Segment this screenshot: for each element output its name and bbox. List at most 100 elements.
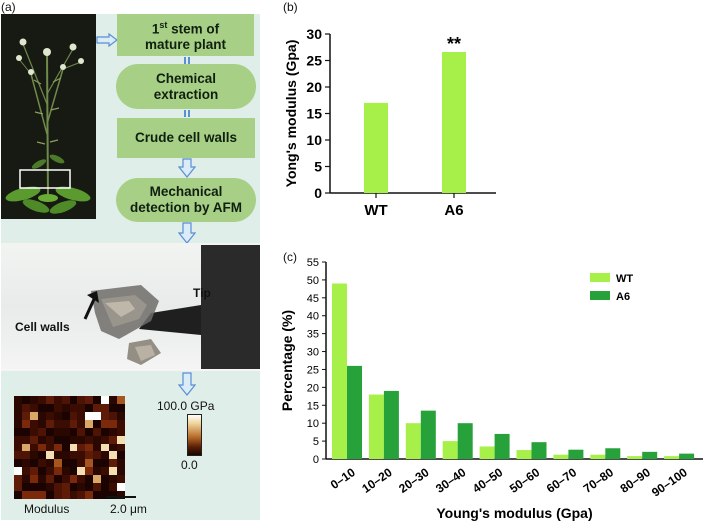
bar-a6-7 (605, 448, 621, 459)
heatmap-cell (53, 483, 63, 492)
heatmap-cell (93, 475, 102, 484)
heatmap-cell (14, 483, 23, 492)
heatmap-label: Modulus (24, 502, 70, 516)
heatmap-cell (21, 467, 31, 476)
y-tick-label: 10 (307, 418, 319, 430)
heatmap-cell (69, 459, 78, 468)
y-tick-label: 30 (306, 26, 322, 42)
x-tick-label: 20–30 (396, 465, 432, 496)
legend-label-a6: A6 (616, 291, 630, 303)
heatmap-cell (109, 435, 118, 445)
heatmap-cell (29, 427, 39, 437)
panel-b-label: (b) (283, 0, 298, 14)
heatmap-cell (77, 483, 86, 492)
heatmap-cell (61, 483, 70, 492)
heatmap-cell (117, 435, 126, 445)
heatmap-cell (101, 411, 110, 421)
heatmap-cell (61, 443, 70, 452)
heatmap-cell (101, 467, 110, 476)
heatmap-cell (101, 491, 110, 500)
heatmap-cell (77, 419, 86, 429)
y-tick-label: 50 (307, 275, 319, 287)
y-tick-label: 55 (307, 257, 319, 269)
x-tick-label: 50–60 (507, 465, 543, 496)
bar-a6-1 (383, 390, 399, 459)
heatmap-cell (117, 483, 126, 492)
heatmap-cell (45, 451, 55, 460)
bar-a6 (442, 52, 466, 193)
down-arrow-icon (178, 372, 196, 396)
heatmap-cell (37, 451, 47, 460)
heatmap-cell (93, 411, 102, 421)
afm-illustration (83, 245, 260, 369)
heatmap-cell (85, 403, 94, 413)
y-tick-label: 10 (306, 132, 322, 148)
legend-swatch-wt (590, 273, 610, 282)
heatmap-cell (101, 435, 110, 445)
heatmap-cell (117, 491, 126, 500)
heatmap-cell (69, 491, 78, 500)
y-tick-label: 30 (307, 347, 319, 359)
heatmap-cell (21, 483, 31, 492)
modulus-colorbar (187, 414, 202, 456)
heatmap-cell (37, 427, 47, 437)
plant-photo (1, 14, 96, 219)
heatmap-cell (101, 443, 110, 452)
heatmap-cell (29, 483, 39, 492)
heatmap-cell (29, 419, 39, 429)
heatmap-cell (21, 443, 31, 452)
heatmap-cell (21, 459, 31, 468)
heatmap-cell (61, 427, 70, 437)
y-tick-label: 0 (314, 185, 322, 201)
heatmap-cell (109, 459, 118, 468)
heatmap-cell (85, 491, 94, 500)
heatmap-cell (29, 435, 39, 445)
tip-label: Tip (193, 286, 211, 300)
heatmap-cell (21, 491, 31, 500)
heatmap-cell (93, 467, 102, 476)
heatmap-cell (69, 435, 78, 445)
heatmap-cell (69, 475, 78, 484)
panel-a-label: (a) (1, 0, 16, 14)
heatmap-cell (61, 396, 70, 405)
modulus-heatmap (14, 396, 126, 500)
heatmap-cell (69, 451, 78, 460)
heatmap-cell (69, 411, 78, 421)
heatmap-cell (93, 403, 102, 413)
heatmap-cell (53, 491, 63, 500)
heatmap-cell (109, 396, 118, 405)
legend-label-wt: WT (616, 273, 633, 285)
heatmap-cell (101, 403, 110, 413)
heatmap-cell (109, 427, 118, 437)
heatmap-cell (77, 435, 86, 445)
bar-wt-3 (442, 441, 458, 459)
flow-step-extraction: Chemical extraction (116, 64, 256, 109)
heatmap-cell (117, 459, 126, 468)
heatmap-cell (85, 443, 94, 452)
heatmap-cell (109, 419, 118, 429)
heatmap-cell (45, 475, 55, 484)
heatmap-cell (14, 396, 23, 405)
plant-illustration (1, 14, 96, 219)
heatmap-cell (14, 467, 23, 476)
heatmap-cell (93, 419, 102, 429)
y-tick-label: 45 (307, 293, 319, 305)
y-axis-label: Percentage (%) (279, 310, 295, 411)
down-arrow-icon (178, 222, 196, 244)
heatmap-cell (21, 475, 31, 484)
flow-step-extraction-line2: extraction (153, 86, 219, 102)
scale-bar-label: 2.0 μm (110, 502, 147, 516)
heatmap-cell (29, 451, 39, 460)
heatmap-cell (85, 396, 94, 405)
heatmap-cell (77, 475, 86, 484)
y-tick-label: 25 (307, 364, 319, 376)
heatmap-cell (21, 411, 31, 421)
heatmap-cell (85, 435, 94, 445)
x-tick-label: 70–80 (581, 465, 617, 496)
flow-step-stem: 1st stem of mature plant (117, 14, 254, 56)
heatmap-cell (37, 467, 47, 476)
y-tick-label: 5 (314, 159, 322, 175)
bar-wt (364, 102, 388, 193)
flow-step-afm: Mechanical detection by AFM (116, 178, 256, 222)
heatmap-cell (93, 427, 102, 437)
